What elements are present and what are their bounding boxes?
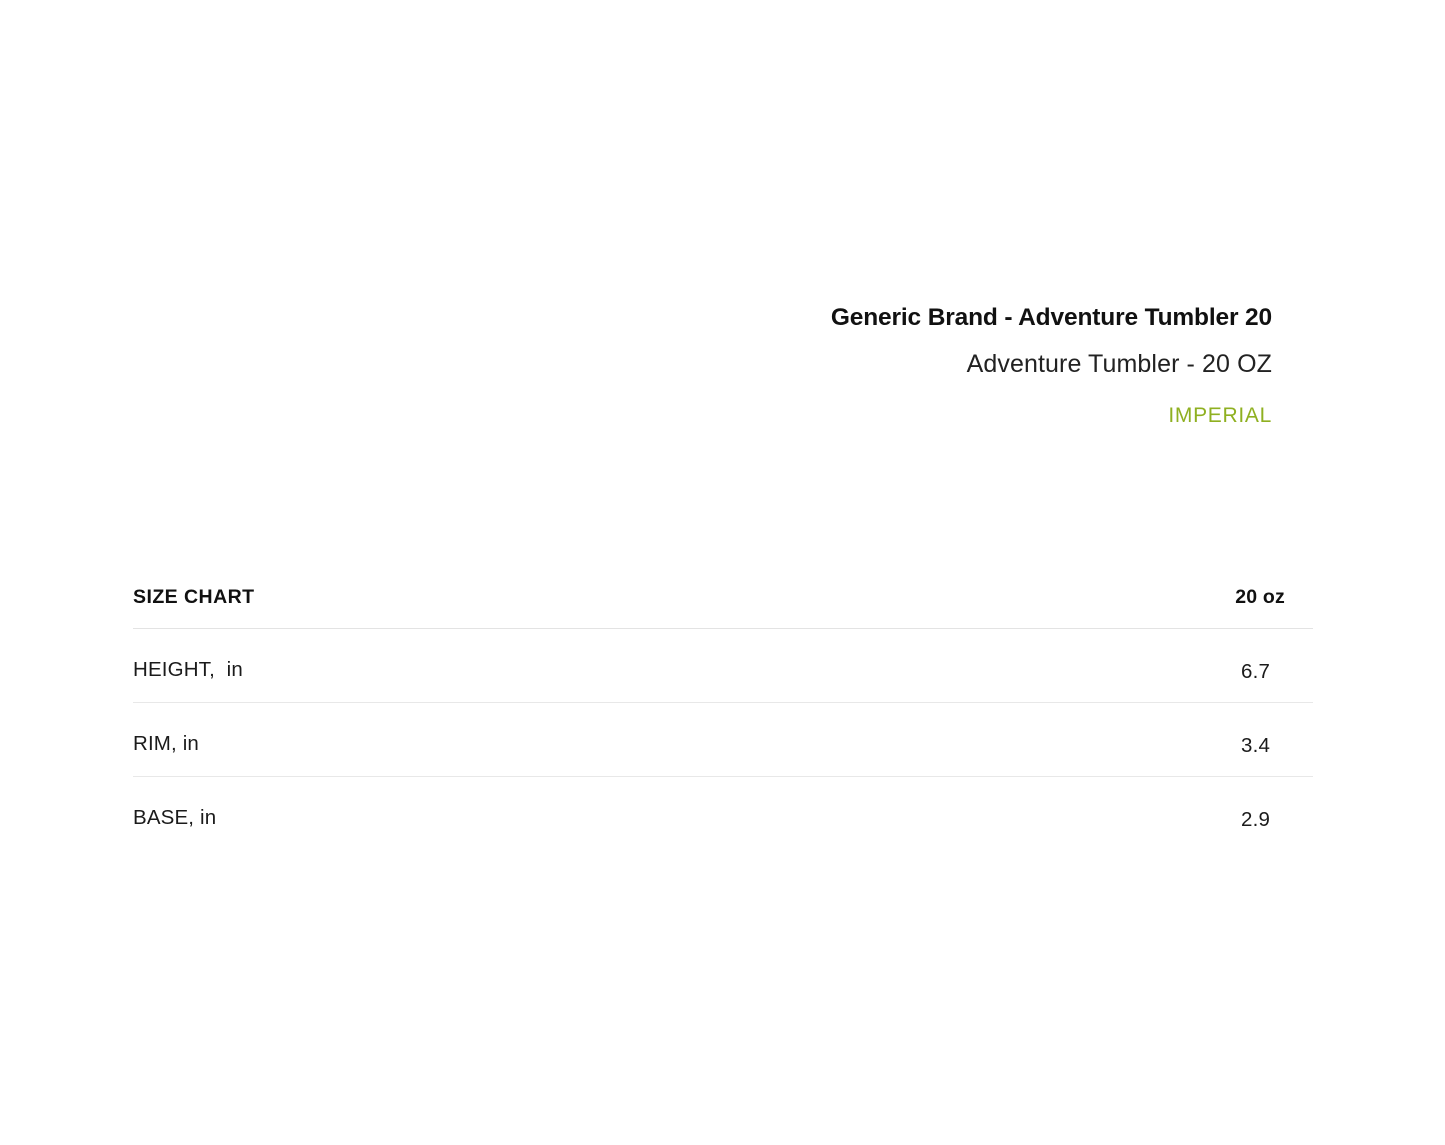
table-row: HEIGHT, in 6.7	[133, 629, 1313, 703]
row-value-rim: 3.4	[1241, 734, 1270, 757]
row-label-rim: RIM, in	[133, 732, 199, 755]
table-row: RIM, in 3.4	[133, 703, 1313, 777]
row-value-height: 6.7	[1241, 660, 1270, 683]
table-row: BASE, in 2.9	[133, 777, 1313, 850]
row-label-base: BASE, in	[133, 806, 217, 829]
row-label-height: HEIGHT, in	[133, 658, 243, 681]
size-chart-title: SIZE CHART	[133, 586, 255, 608]
table-header-row: SIZE CHART 20 oz	[133, 578, 1313, 629]
page-title: Generic Brand - Adventure Tumbler 20	[830, 304, 1272, 331]
size-chart-table: SIZE CHART 20 oz HEIGHT, in 6.7 RIM, in …	[133, 578, 1313, 850]
size-column-header: 20 oz	[1235, 586, 1285, 608]
product-subtitle: Adventure Tumbler - 20 OZ	[966, 349, 1272, 378]
unit-system-label: IMPERIAL	[1168, 403, 1272, 427]
product-header: Generic Brand - Adventure Tumbler 20 Adv…	[0, 304, 1272, 427]
row-value-base: 2.9	[1241, 808, 1270, 831]
